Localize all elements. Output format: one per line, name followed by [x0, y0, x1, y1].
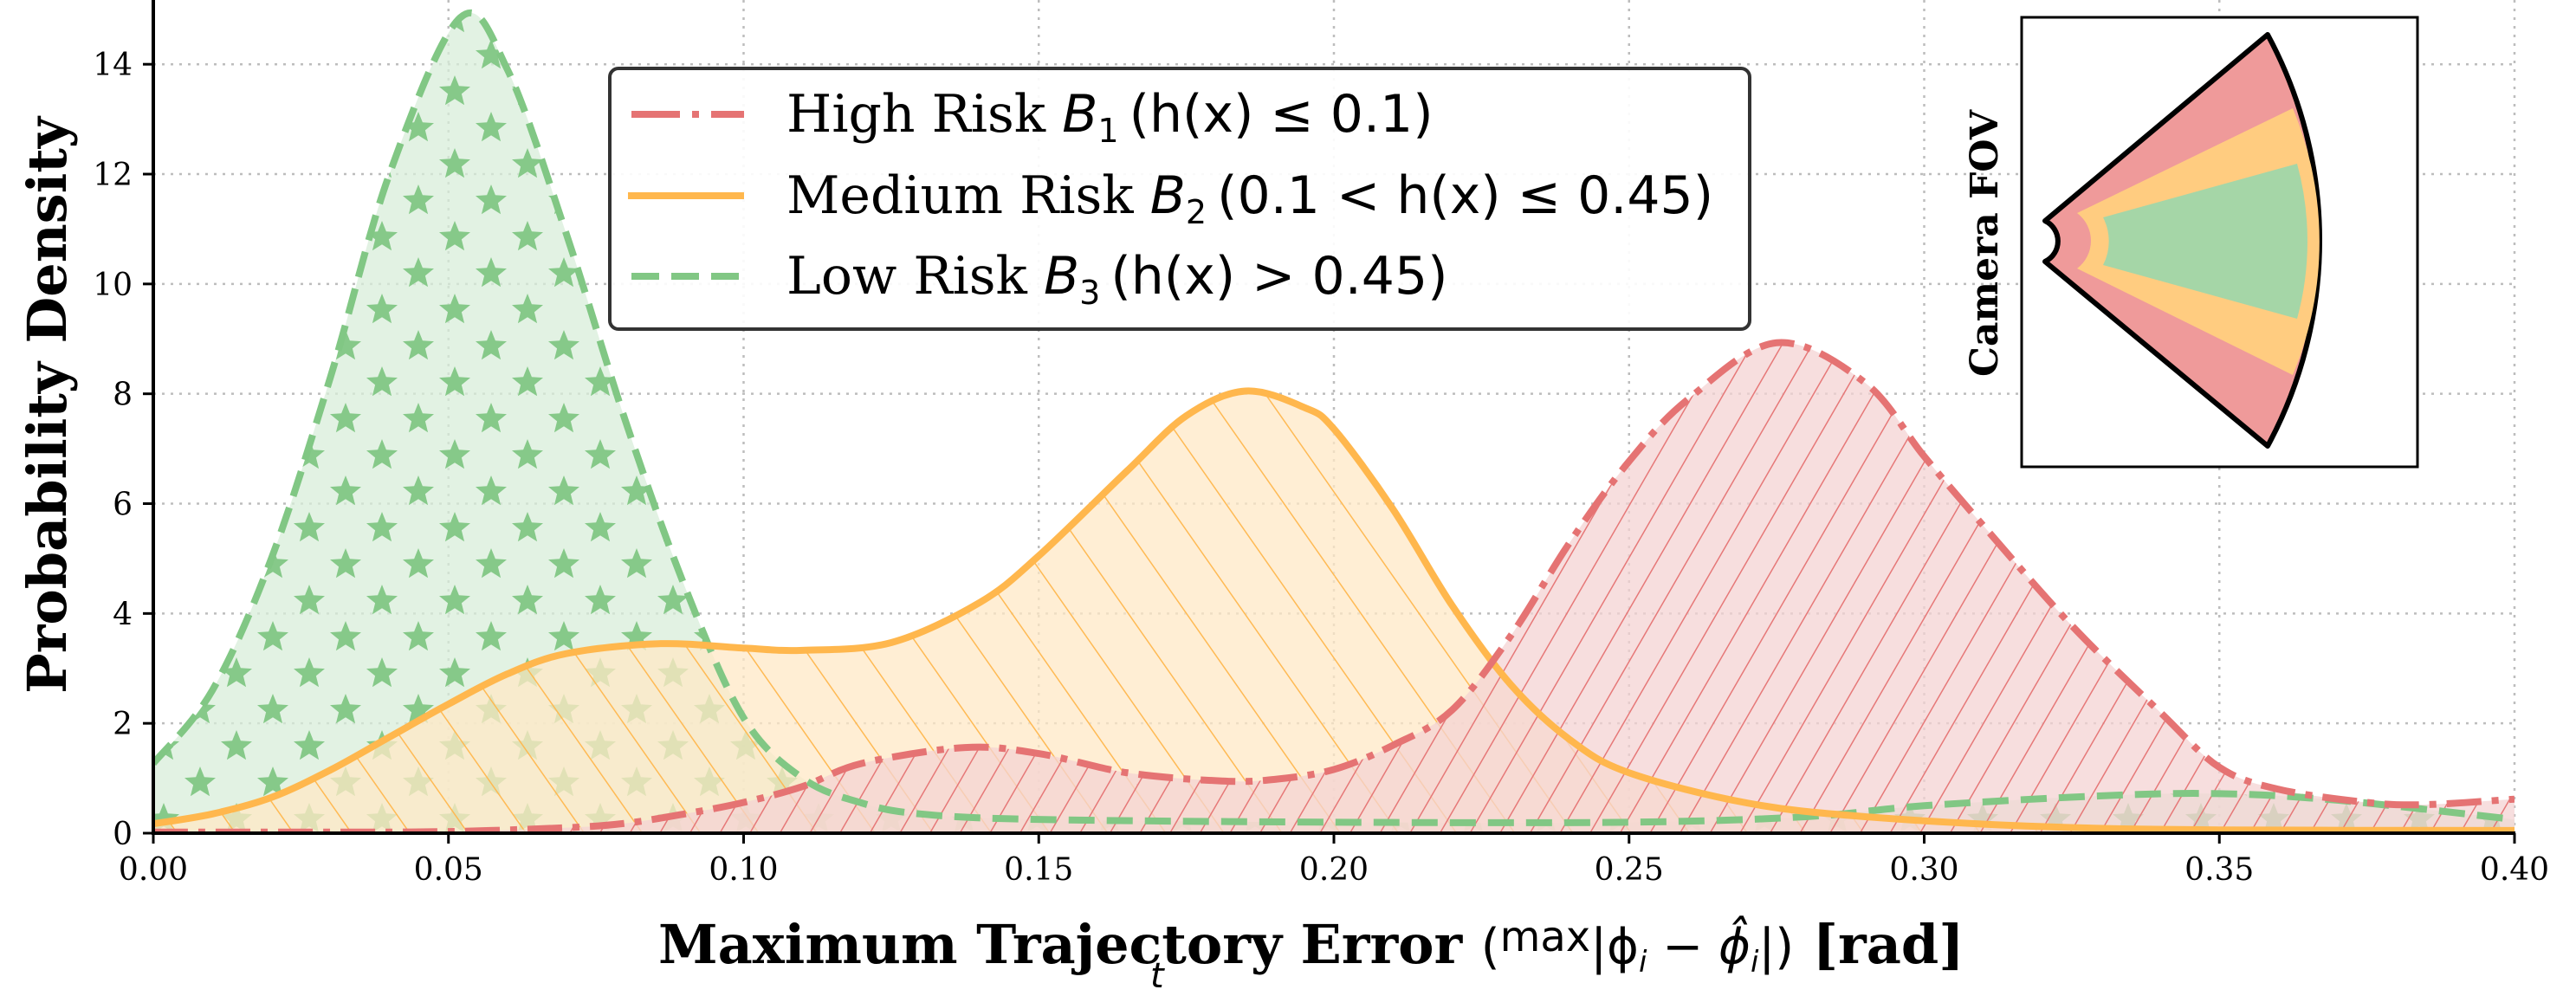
x-axis-label-subscript-t: t — [1150, 956, 1165, 996]
legend-label-medium: Medium Risk B2 (0.1 < h(x) ≤ 0.45) — [786, 165, 1713, 231]
y-tick-label: 6 — [113, 488, 133, 523]
x-tick-label: 0.40 — [2480, 852, 2549, 888]
y-tick-label: 0 — [113, 817, 133, 852]
y-axis-ticks: 0 2 4 6 8 10 12 14 — [93, 48, 153, 852]
legend-label-high: High Risk B1 (h(x) ≤ 0.1) — [786, 84, 1434, 150]
y-axis-label: Probability Density — [16, 115, 79, 694]
y-tick-label: 8 — [113, 378, 133, 413]
x-tick-label: 0.30 — [1889, 852, 1958, 888]
y-tick-label: 14 — [93, 48, 133, 83]
x-tick-label: 0.10 — [709, 852, 778, 888]
density-curves — [153, 9, 2515, 833]
area-hatch-high — [153, 342, 2515, 833]
x-tick-label: 0.00 — [119, 852, 188, 888]
y-tick-label: 2 — [113, 707, 133, 742]
x-tick-label: 0.15 — [1004, 852, 1073, 888]
fov-region-low — [2103, 164, 2307, 319]
x-tick-label: 0.35 — [2184, 852, 2254, 888]
area-hatch-medium — [153, 391, 2515, 833]
x-axis-ticks: 0.00 0.05 0.10 0.15 0.20 0.25 0.30 0.35 0.40 — [119, 833, 2549, 888]
y-tick-label: 4 — [113, 597, 133, 632]
x-tick-label: 0.20 — [1299, 852, 1369, 888]
curve-high — [153, 339, 2515, 833]
legend-label-low: Low Risk B3 (h(x) > 0.45) — [786, 246, 1448, 312]
x-axis-label: Maximum Trajectory Error (max|ϕi − ϕ̂i|)… — [658, 913, 1964, 980]
curve-low — [153, 9, 2515, 826]
curve-medium — [153, 387, 2515, 833]
camera-fov-inset: Camera FOV — [1963, 16, 2419, 469]
legend: High Risk B1 (h(x) ≤ 0.1) Medium Risk B2(… — [608, 67, 1751, 331]
x-tick-label: 0.05 — [414, 852, 483, 888]
y-tick-label: 10 — [93, 268, 133, 303]
x-tick-label: 0.25 — [1595, 852, 1664, 888]
y-tick-label: 12 — [93, 158, 133, 193]
inset-label: Camera FOV — [1963, 109, 2007, 377]
legend-box — [608, 67, 1751, 331]
